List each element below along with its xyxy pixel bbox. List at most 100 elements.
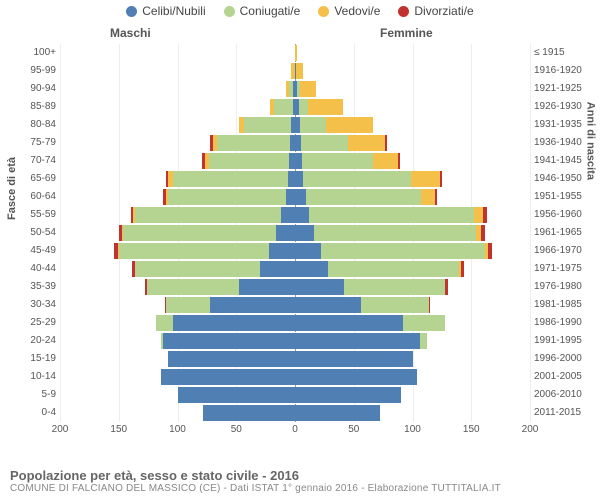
bar-segment <box>276 225 295 241</box>
chart-area: 20015010050050100150200 100+≤ 191595-991… <box>60 44 530 444</box>
bar-segment <box>147 279 239 295</box>
bar-segment <box>295 369 417 385</box>
bar-segment <box>328 261 460 277</box>
bar-male <box>163 189 295 205</box>
legend-label: Celibi/Nubili <box>142 4 205 18</box>
bar-segment <box>411 171 439 187</box>
age-row: 40-441971-1975 <box>60 260 530 278</box>
bar-segment <box>314 225 476 241</box>
bar-segment <box>295 45 297 61</box>
bar-segment <box>295 297 361 313</box>
legend-item: Divorziati/e <box>398 4 473 18</box>
birth-label: 1996-2000 <box>534 350 588 368</box>
bar-segment <box>440 171 442 187</box>
gridline <box>530 44 531 422</box>
age-row: 55-591956-1960 <box>60 206 530 224</box>
age-label: 55-59 <box>22 206 56 224</box>
age-row: 30-341981-1985 <box>60 296 530 314</box>
bar-segment <box>321 243 486 259</box>
birth-label: 1991-1995 <box>534 332 588 350</box>
bar-segment <box>203 405 295 421</box>
bar-segment <box>300 81 316 97</box>
bar-segment <box>373 153 399 169</box>
bar-segment <box>161 369 295 385</box>
legend-item: Celibi/Nubili <box>126 4 205 18</box>
bar-segment <box>398 153 399 169</box>
age-label: 80-84 <box>22 116 56 134</box>
bar-male <box>119 225 295 241</box>
bar-female <box>295 189 437 205</box>
bar-segment <box>348 135 386 151</box>
age-label: 95-99 <box>22 62 56 80</box>
bar-segment <box>295 279 344 295</box>
age-label: 90-94 <box>22 80 56 98</box>
age-label: 60-64 <box>22 188 56 206</box>
age-label: 0-4 <box>22 404 56 422</box>
bar-segment <box>173 171 288 187</box>
bar-segment <box>326 117 373 133</box>
bar-segment <box>474 207 483 223</box>
bar-segment <box>295 225 314 241</box>
bar-female <box>295 333 427 349</box>
bar-male <box>165 297 295 313</box>
bar-male <box>161 333 295 349</box>
bar-male <box>203 405 295 421</box>
bar-segment <box>483 207 487 223</box>
birth-label: 2011-2015 <box>534 404 588 422</box>
bar-female <box>295 261 464 277</box>
bar-female <box>295 297 430 313</box>
age-label: 45-49 <box>22 242 56 260</box>
bar-male <box>210 135 295 151</box>
age-label: 65-69 <box>22 170 56 188</box>
age-label: 75-79 <box>22 134 56 152</box>
age-label: 40-44 <box>22 260 56 278</box>
age-label: 10-14 <box>22 368 56 386</box>
bar-segment <box>135 207 281 223</box>
bar-female <box>295 153 400 169</box>
bar-female <box>295 99 343 115</box>
age-label: 20-24 <box>22 332 56 350</box>
bar-female <box>295 279 448 295</box>
bar-segment <box>308 99 343 115</box>
bar-segment <box>461 261 465 277</box>
bar-male <box>131 207 295 223</box>
bar-female <box>295 45 297 61</box>
bar-female <box>295 81 316 97</box>
age-label: 70-74 <box>22 152 56 170</box>
age-row: 75-791936-1940 <box>60 134 530 152</box>
bar-male <box>202 153 295 169</box>
bar-segment <box>488 243 493 259</box>
bar-segment <box>301 135 348 151</box>
pyramid-container: Celibi/Nubili Coniugati/e Vedovi/e Divorzia… <box>0 0 600 500</box>
age-row: 45-491966-1970 <box>60 242 530 260</box>
age-row: 100+≤ 1915 <box>60 44 530 62</box>
bar-female <box>295 405 380 421</box>
bar-segment <box>295 189 306 205</box>
age-label: 15-19 <box>22 350 56 368</box>
legend-swatch <box>126 6 137 17</box>
age-row: 50-541961-1965 <box>60 224 530 242</box>
bar-segment <box>281 207 295 223</box>
legend-label: Vedovi/e <box>334 4 380 18</box>
bar-segment <box>239 279 295 295</box>
bar-segment <box>295 153 302 169</box>
bar-male <box>239 117 295 133</box>
x-tick: 150 <box>463 424 480 435</box>
x-tick: 150 <box>110 424 127 435</box>
birth-label: 1936-1940 <box>534 134 588 152</box>
bar-segment <box>286 189 295 205</box>
age-row: 90-941921-1925 <box>60 80 530 98</box>
bar-segment <box>385 135 386 151</box>
bar-segment <box>403 315 445 331</box>
age-row: 35-391976-1980 <box>60 278 530 296</box>
legend-label: Coniugati/e <box>240 4 301 18</box>
age-label: 85-89 <box>22 98 56 116</box>
birth-label: 1916-1920 <box>534 62 588 80</box>
birth-label: 1941-1945 <box>534 152 588 170</box>
bar-segment <box>299 99 308 115</box>
bar-male <box>114 243 295 259</box>
bar-segment <box>302 153 373 169</box>
age-label: 50-54 <box>22 224 56 242</box>
bar-segment <box>274 99 293 115</box>
bar-segment <box>217 135 290 151</box>
